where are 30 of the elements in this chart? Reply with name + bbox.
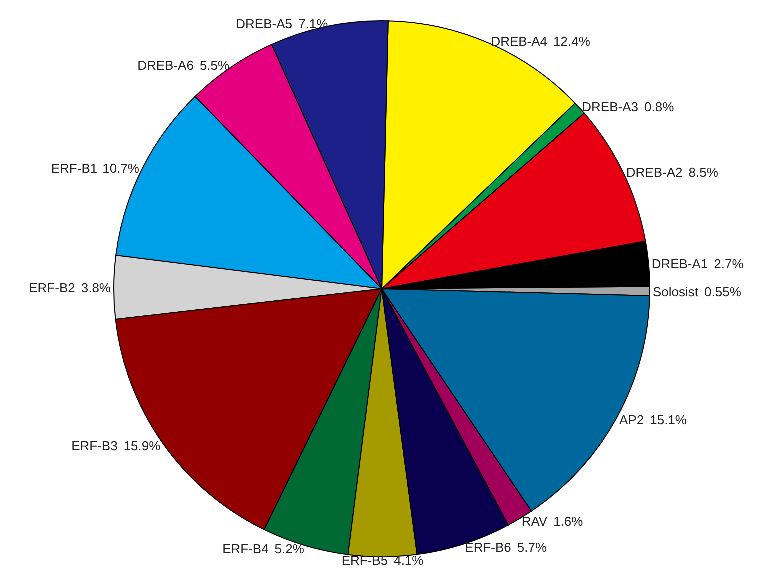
slice-label: DREB-A1 — [652, 256, 708, 272]
slice-label: DREB-A2 — [626, 164, 683, 180]
slice-label: Solosist — [652, 284, 699, 299]
data-label: 5.5% — [200, 57, 230, 72]
data-label: 0.55% — [704, 284, 742, 299]
data-label: 12.4% — [554, 33, 591, 48]
slice-label: ERF-B4 — [222, 541, 269, 556]
data-label: 2.7% — [714, 256, 744, 272]
slice-label: ERF-B2 — [29, 280, 76, 295]
data-label: 5.7% — [517, 539, 548, 554]
data-label: 5.2% — [274, 541, 305, 556]
data-label: 15.1% — [650, 412, 688, 427]
data-label: 15.9% — [124, 438, 162, 453]
slice-label: DREB-A6 — [138, 57, 194, 72]
slice-label: RAV — [522, 514, 548, 529]
slice-label: ERF-B5 — [342, 552, 388, 568]
slice-label: ERF-B3 — [72, 438, 118, 453]
data-label: 7.1% — [298, 16, 329, 31]
slice-label: DREB-A5 — [236, 16, 293, 31]
data-label: 10.7% — [102, 160, 140, 176]
data-label: 3.8% — [81, 280, 112, 295]
data-label: 1.6% — [554, 514, 584, 529]
slice-label: AP2 — [620, 412, 644, 427]
slice-label: DREB-A3 — [582, 98, 638, 114]
slice-label: ERF-B6 — [465, 539, 512, 554]
data-label: 0.8% — [644, 98, 675, 114]
data-label: 8.5% — [688, 164, 719, 180]
data-label: 4.1% — [394, 552, 424, 568]
slice-label: ERF-B1 — [51, 160, 98, 176]
slice-label: DREB-A4 — [491, 33, 548, 48]
